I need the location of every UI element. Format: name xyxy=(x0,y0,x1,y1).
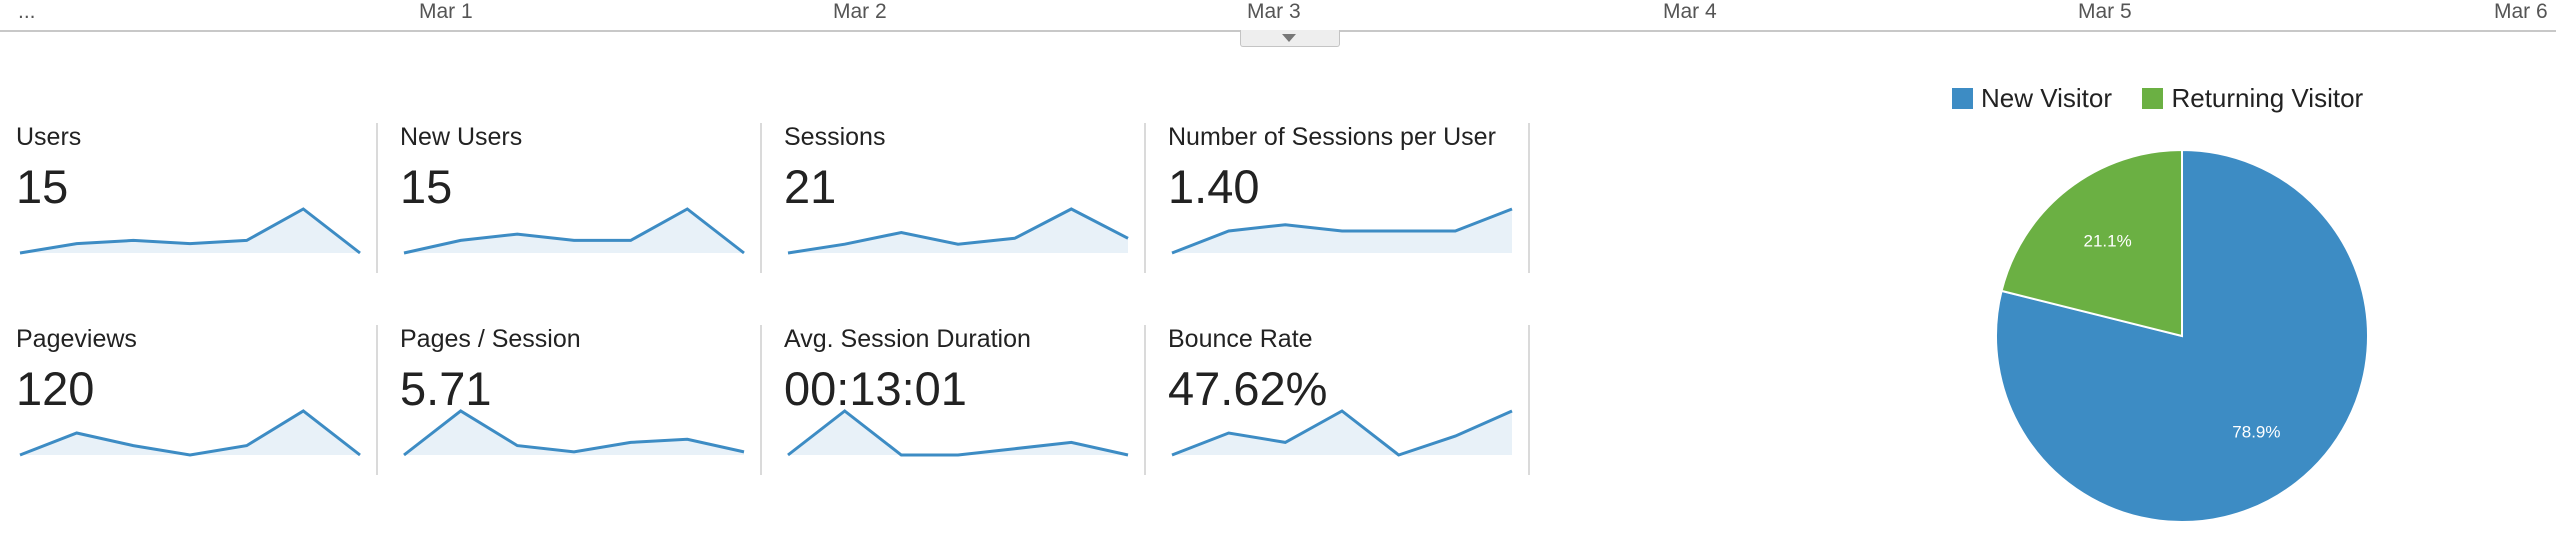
pie-legend: New Visitor Returning Visitor xyxy=(1952,83,2389,117)
metric-value: 00:13:01 xyxy=(784,362,967,415)
metric-pages-per-session[interactable]: Pages / Session 5.71 xyxy=(400,325,762,475)
metric-label: New Users xyxy=(400,123,523,151)
sparkline-area xyxy=(20,209,360,253)
sparkline-line xyxy=(19,409,361,457)
chevron-down-icon xyxy=(1282,34,1296,42)
metric-value: 1.40 xyxy=(1168,160,1260,213)
timeline-label-mar-2: Mar 2 xyxy=(833,0,887,23)
metric-users[interactable]: Users 15 xyxy=(16,123,378,273)
sparkline-line xyxy=(1171,207,1513,255)
timeline-label-mar-6: Mar 6 xyxy=(2494,0,2548,23)
metric-label: Sessions xyxy=(784,123,886,151)
metric-label: Users xyxy=(16,123,82,151)
metric-sessions-per-user[interactable]: Number of Sessions per User 1.40 xyxy=(1168,123,1530,273)
sparkline-line xyxy=(787,409,1129,457)
legend-item-new-visitor[interactable]: New Visitor xyxy=(1952,83,2112,114)
metric-label: Bounce Rate xyxy=(1168,325,1313,353)
metric-sessions[interactable]: Sessions 21 xyxy=(784,123,1146,273)
metric-value: 15 xyxy=(16,160,69,213)
sparkline-line xyxy=(787,207,1129,255)
sparkline xyxy=(1171,409,1513,457)
timeline-drag-handle[interactable] xyxy=(1240,30,1340,47)
timeline-label-mar-1: Mar 1 xyxy=(419,0,473,23)
sparkline xyxy=(19,409,361,457)
sparkline xyxy=(787,207,1129,255)
sparkline-area xyxy=(788,209,1128,253)
metric-value: 21 xyxy=(784,160,837,213)
legend-label: New Visitor xyxy=(1981,83,2113,113)
metric-label: Number of Sessions per User xyxy=(1168,123,1496,151)
timeline-label-mar-5: Mar 5 xyxy=(2078,0,2132,23)
sparkline-area xyxy=(404,411,744,455)
metric-new-users[interactable]: New Users 15 xyxy=(400,123,762,273)
sparkline xyxy=(403,409,745,457)
sparkline-line xyxy=(19,207,361,255)
legend-swatch xyxy=(1952,88,1973,109)
sparkline xyxy=(1171,207,1513,255)
timeline-label-mar-4: Mar 4 xyxy=(1663,0,1717,23)
sparkline-line xyxy=(403,409,745,457)
pie-data-label: 78.9% xyxy=(2232,422,2280,441)
legend-swatch xyxy=(2142,88,2164,109)
legend-label: Returning Visitor xyxy=(2171,83,2364,113)
sparkline-area xyxy=(788,411,1128,455)
metric-label: Avg. Session Duration xyxy=(784,325,1031,353)
timeline-label-overflow: ... xyxy=(18,0,36,23)
sparkline xyxy=(19,207,361,255)
timeline-label-mar-3: Mar 3 xyxy=(1247,0,1301,23)
timeline-navigator: ... Mar 1 Mar 2 Mar 3 Mar 4 Mar 5 Mar 6 xyxy=(0,0,2576,50)
metric-pageviews[interactable]: Pageviews 120 xyxy=(16,325,378,475)
legend-item-returning-visitor[interactable]: Returning Visitor xyxy=(2142,83,2363,114)
pie-slice-returning-visitor[interactable] xyxy=(2000,148,2183,338)
sparkline-area xyxy=(1172,411,1512,455)
metric-avg-session-duration[interactable]: Avg. Session Duration 00:13:01 xyxy=(784,325,1146,475)
metric-label: Pages / Session xyxy=(400,325,581,353)
visitor-type-pie-chart: 78.9% 21.1% xyxy=(1995,148,2370,523)
metric-label: Pageviews xyxy=(16,325,137,353)
sparkline xyxy=(787,409,1129,457)
metric-value: 120 xyxy=(16,362,95,415)
sparkline-line xyxy=(1171,409,1513,457)
sparkline-line xyxy=(403,207,745,255)
sparkline xyxy=(403,207,745,255)
metric-value: 47.62% xyxy=(1168,362,1328,415)
pie-data-label: 21.1% xyxy=(2083,232,2131,251)
sparkline-area xyxy=(404,209,744,253)
metric-bounce-rate[interactable]: Bounce Rate 47.62% xyxy=(1168,325,1530,475)
metric-value: 5.71 xyxy=(400,362,492,415)
sparkline-area xyxy=(20,411,360,455)
metric-value: 15 xyxy=(400,160,453,213)
